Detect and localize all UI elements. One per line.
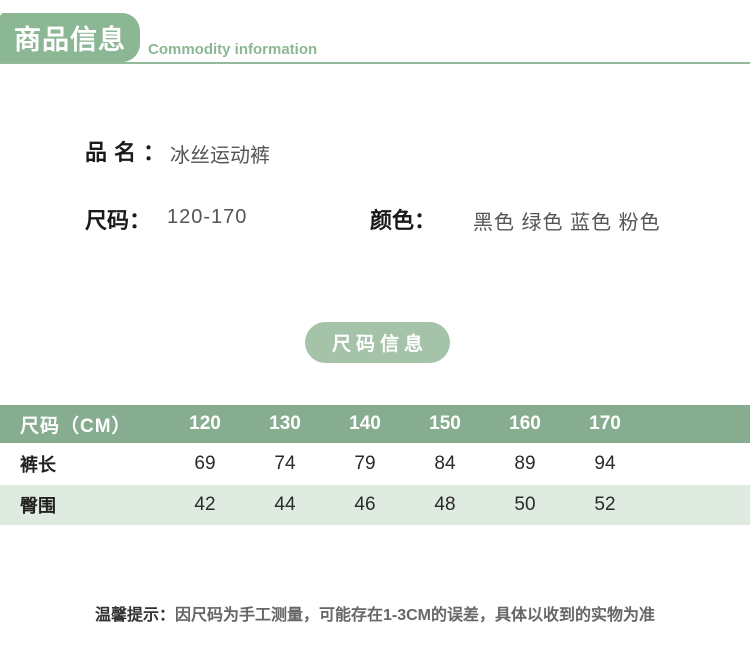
size-table-header-cell: 130: [269, 413, 301, 434]
table-row-pant-length: 裤长 69 74 79 84 89 94: [0, 443, 750, 485]
product-size-value: 120-170: [167, 206, 248, 228]
warm-tip-text: 因尺码为手工测量，可能存在1-3CM的误差，具体以收到的实物为准: [175, 607, 656, 624]
product-name-label: 品名：: [85, 140, 173, 165]
table-cell: 94: [594, 453, 616, 474]
table-cell: 48: [434, 494, 456, 515]
product-color-value: 黑色 绿色 蓝色 粉色: [473, 212, 661, 234]
table-row-label: 裤长: [20, 455, 56, 475]
product-size-label: 尺码：: [85, 208, 152, 233]
table-cell: 84: [434, 453, 456, 474]
table-cell: 42: [194, 494, 216, 515]
size-table-header-cell: 150: [429, 413, 461, 434]
size-table-header-cell: 170: [589, 413, 621, 434]
size-table-header-cell: 140: [349, 413, 381, 434]
table-cell: 52: [594, 494, 616, 515]
section-title-badge: 商品信息: [0, 13, 140, 62]
table-cell: 46: [354, 494, 376, 515]
section-title: 商品信息: [14, 25, 126, 55]
size-info-badge: 尺码信息: [305, 322, 450, 363]
header-divider: [0, 62, 750, 64]
size-table-header-label: 尺码（CM）: [20, 415, 132, 437]
table-cell: 89: [514, 453, 536, 474]
product-name-value: 冰丝运动裤: [170, 145, 270, 167]
size-table-header-row: 尺码（CM） 120 130 140 150 160 170: [0, 405, 750, 443]
size-table-header-cell: 120: [189, 413, 221, 434]
size-table: 尺码（CM） 120 130 140 150 160 170 裤长 69 74 …: [0, 405, 750, 525]
section-subtitle: Commodity information: [148, 41, 318, 58]
warm-tip: 温馨提示：因尺码为手工测量，可能存在1-3CM的误差，具体以收到的实物为准: [0, 601, 750, 625]
table-cell: 69: [194, 453, 216, 474]
product-color-label: 颜色：: [370, 208, 437, 233]
table-cell: 50: [514, 494, 536, 515]
table-cell: 79: [354, 453, 376, 474]
size-table-header-cell: 160: [509, 413, 541, 434]
warm-tip-label: 温馨提示：: [94, 607, 175, 624]
table-cell: 74: [274, 453, 296, 474]
size-info-badge-label: 尺码信息: [331, 334, 428, 355]
table-row-hip: 臀围 42 44 46 48 50 52: [0, 485, 750, 525]
table-cell: 44: [274, 494, 296, 515]
table-row-label: 臀围: [20, 496, 56, 516]
